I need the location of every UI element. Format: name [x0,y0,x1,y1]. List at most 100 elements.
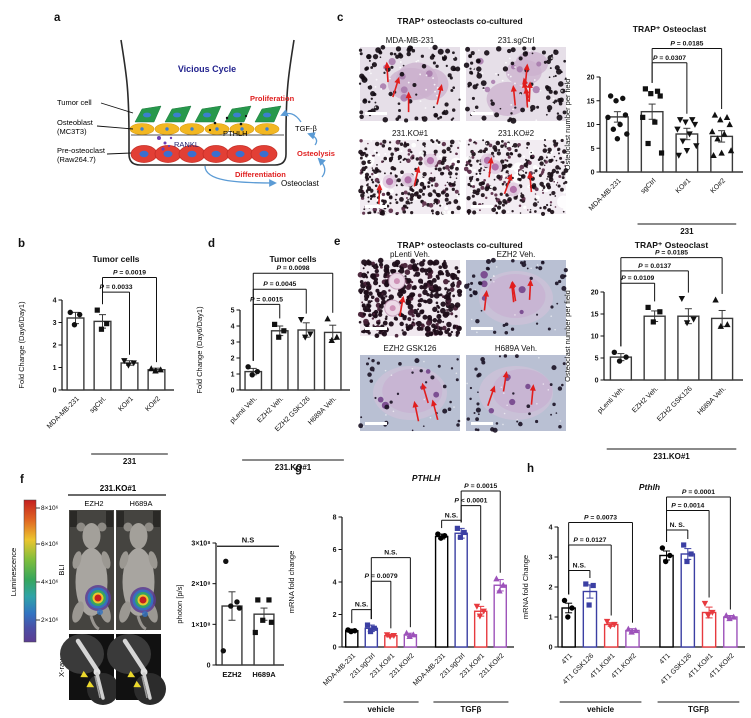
svg-text:P = 0.0079: P = 0.0079 [365,573,398,580]
svg-text:P = 0.0073: P = 0.0073 [584,515,617,522]
svg-text:10: 10 [587,122,595,129]
trap-cocultured-title-c: TRAP⁺ osteoclasts co-cultured [397,16,523,26]
osteoclast-arrow [405,91,412,113]
svg-text:10: 10 [591,334,599,341]
chart-photon-flux: 0 1×10⁸ 2×10⁸ 3×10⁸ photon [p/s] EZH2 H689A N.S [175,535,284,679]
svg-text:photon [p/s]: photon [p/s] [175,584,184,623]
micrograph-mda-mb-231 [358,44,461,123]
panel-label-c: c [337,12,344,24]
svg-text:TGFβ: TGFβ [460,705,481,714]
osteoclast-arrow [412,400,420,422]
svg-text:P = 0.0015: P = 0.0015 [464,483,497,490]
osteoclast-arrow [487,385,496,407]
svg-text:4T1: 4T1 [561,652,575,666]
osteoclast-arrow [529,384,536,405]
svg-text:H689A Veh.: H689A Veh. [696,385,727,416]
svg-text:231: 231 [680,227,694,236]
micrograph-ezh2-veh [464,257,568,336]
svg-text:0: 0 [53,388,57,395]
svg-text:Tumor cells: Tumor cells [92,254,139,264]
svg-text:4: 4 [333,580,337,587]
svg-text:P = 0.0098: P = 0.0098 [276,265,309,272]
svg-text:N.S: N.S [242,535,255,544]
osteoclast-arrow [522,77,530,99]
panel-label-g: g [295,463,303,475]
colorbar-tick-6e6: 6×10⁶ [41,541,59,548]
svg-text:5: 5 [231,308,235,315]
micrograph-label: EZH2 Veh. [496,250,536,259]
svg-text:KO#1: KO#1 [117,395,135,413]
trap-cocultured-title-e: TRAP⁺ osteoclasts co-cultured [397,240,523,250]
xray-row-label: X-ray [57,659,66,677]
osteoclast-arrow [510,85,517,106]
rankl-label: RANKL [174,140,199,149]
osteoclast-arrow [509,281,516,303]
osteoclast-arrow [399,295,406,317]
svg-text:0: 0 [549,645,553,652]
svg-text:2: 2 [231,356,235,363]
svg-text:P = 0.0109: P = 0.0109 [621,275,654,282]
svg-text:EZH2 GSK126: EZH2 GSK126 [656,385,694,423]
svg-text:3: 3 [53,320,57,327]
osteoclast-arrow [526,81,533,102]
svg-text:P = 0.0307: P = 0.0307 [653,55,686,62]
micrograph-label: pLenti Veh. [389,250,431,259]
svg-text:P = 0.0185: P = 0.0185 [670,41,703,48]
svg-text:N. S.: N. S. [670,522,685,529]
svg-text:4: 4 [549,525,553,532]
svg-text:3: 3 [549,555,553,562]
micrograph-ezh2-gsk126 [358,355,461,432]
tumor-cell-pointer [100,102,134,114]
tgf-beta-label: TGF-β [295,124,317,133]
svg-text:MDA-MB-231: MDA-MB-231 [588,177,623,212]
svg-text:Tumor cells: Tumor cells [269,254,316,264]
svg-text:1: 1 [231,372,235,379]
colorbar-tick-4e6: 4×10⁶ [41,579,59,586]
osteoclast-arrow [527,279,534,300]
svg-text:TRAP⁺ Osteoclast: TRAP⁺ Osteoclast [635,240,709,250]
svg-text:H689A: H689A [252,670,276,679]
vicious-cycle-label: Vicious Cycle [178,64,236,74]
svg-text:KO#2: KO#2 [709,177,727,195]
chart-trap-osteoclast-ko1-rescue: TRAP⁺ Osteoclast 0 5 10 15 20 Osteoclast numbe… [563,240,743,461]
bli-row-label: BLI [57,564,66,575]
osteoclast-arrow [487,156,494,178]
svg-text:mRNA fold Change: mRNA fold Change [521,555,530,619]
svg-text:2: 2 [549,585,553,592]
panel-label-e: e [334,236,341,248]
svg-text:P = 0.0001: P = 0.0001 [682,489,715,496]
osteoclast-arrow [384,61,391,83]
svg-text:1×10⁸: 1×10⁸ [191,622,210,629]
svg-text:pLenti Veh.: pLenti Veh. [597,385,627,415]
pthlh-dots [208,114,248,132]
micrograph-label: MDA-MB-231 [385,36,435,45]
osteoclast-arrow [376,183,383,205]
vicious-cycle-diagram: Vicious Cycle Tumor cell Osteoblast (MC3… [57,39,335,188]
svg-text:MDA-MB-231: MDA-MB-231 [322,652,357,687]
rankl-dots [157,136,173,151]
svg-text:2×10⁸: 2×10⁸ [191,581,210,588]
preosteoclast-label-2: (Raw264.7) [57,155,96,164]
svg-text:2: 2 [333,612,337,619]
luminescence-label: Luminescence [9,548,18,596]
micrograph-231-sgctrl [463,46,567,124]
svg-text:P = 0.0015: P = 0.0015 [250,296,283,303]
svg-text:Fold Change (Day6/Day1): Fold Change (Day6/Day1) [195,306,204,394]
svg-text:4T1: 4T1 [658,652,672,666]
svg-text:15: 15 [587,98,595,105]
svg-text:vehicle: vehicle [587,705,615,714]
cell-layers [129,105,282,163]
pthlh-label: PTHLH [223,129,248,138]
panel-label-d: d [208,238,216,250]
svg-text:KO#1: KO#1 [675,177,693,195]
svg-text:8: 8 [333,515,337,522]
svg-text:4: 4 [53,298,57,305]
svg-text:5: 5 [595,356,599,363]
svg-text:231.KO#1: 231.KO#1 [275,463,312,472]
osteoclast-arrow [503,173,513,195]
svg-text:1: 1 [549,615,553,622]
svg-text:3×10⁸: 3×10⁸ [191,541,210,548]
